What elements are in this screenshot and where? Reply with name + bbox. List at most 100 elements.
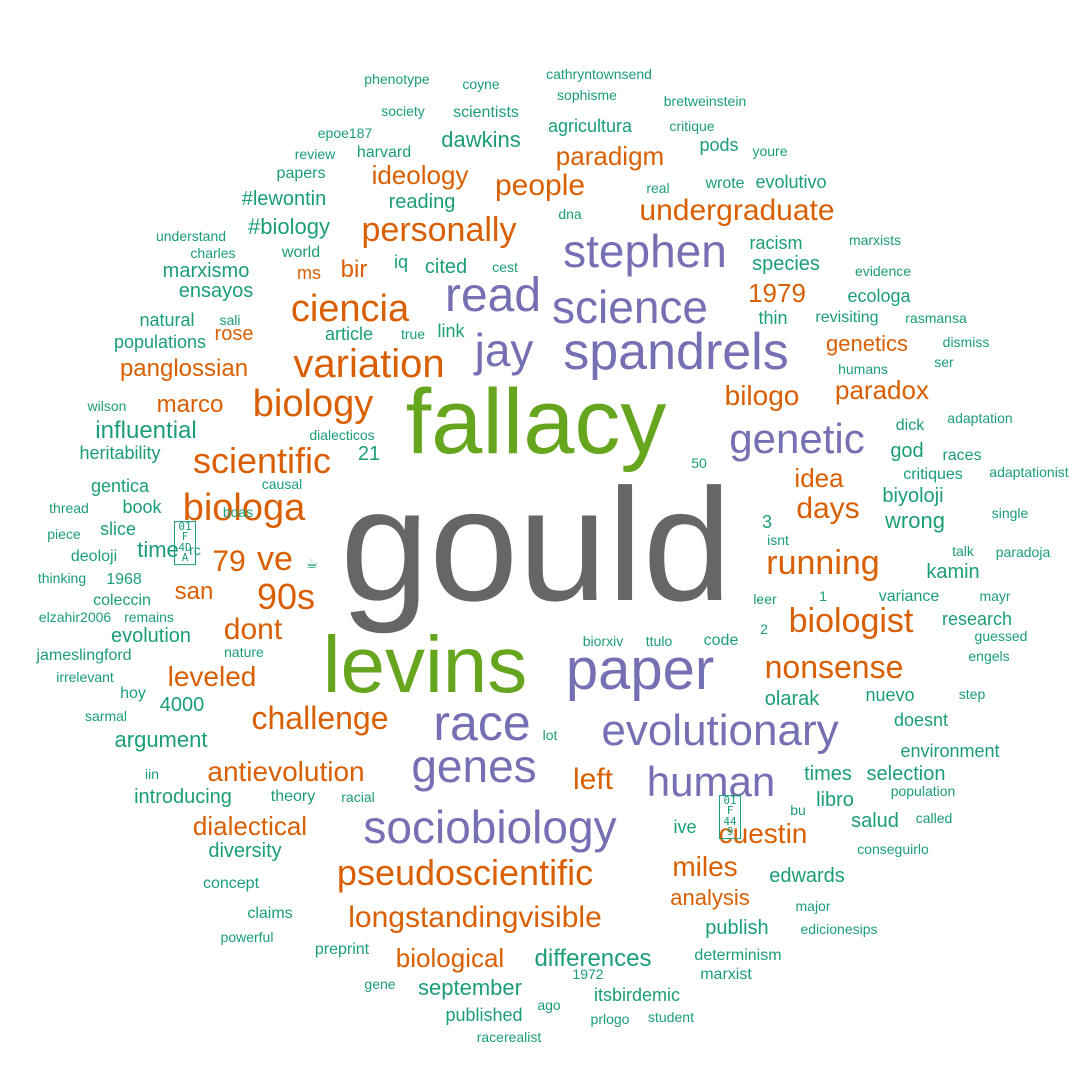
word-2: 2 [760, 621, 768, 637]
word-analysis: analysis [670, 885, 750, 910]
word-sarmal: sarmal [84, 708, 128, 724]
word-01f-449: 01F 449 [719, 795, 741, 839]
word-genetic: genetic [729, 415, 865, 462]
word-undergraduate: undergraduate [639, 194, 835, 227]
word-heritability: heritability [79, 443, 161, 463]
word-cited: cited [424, 256, 468, 278]
word-races: races [942, 447, 982, 464]
word-rasmansa: rasmansa [905, 310, 967, 326]
word-adaptation: adaptation [947, 410, 1013, 426]
word-racism: racism [749, 233, 803, 253]
word-running: running [766, 544, 880, 582]
word-concept: concept [202, 875, 260, 892]
word-step: step [958, 686, 986, 702]
word-talk: talk [952, 543, 974, 559]
word-marxist: marxist [700, 966, 752, 983]
word-agricultura: agricultura [547, 116, 633, 136]
word-bir: bir [340, 256, 368, 283]
word-ms: ms [297, 263, 321, 283]
word-1979: 1979 [748, 278, 806, 308]
word-irrelevant: irrelevant [56, 669, 114, 685]
word-edicionesips: edicionesips [800, 921, 878, 937]
word-iq: iq [393, 252, 409, 272]
word-itsbirdemic: itsbirdemic [593, 985, 681, 1005]
word-gould: gould [340, 455, 732, 634]
word-ecologa: ecologa [847, 286, 911, 306]
word-time: time [137, 537, 179, 562]
word-read: read [444, 269, 542, 322]
word-stephen: stephen [563, 225, 727, 277]
word-article: article [324, 324, 374, 344]
word-ttulo: ttulo [645, 633, 673, 649]
word-biology: biology [252, 383, 374, 425]
word-cuestin: cuestin [718, 818, 808, 849]
word-bu: bu [790, 802, 806, 818]
word-deoloji: deoloji [70, 548, 118, 565]
word-called: called [915, 810, 953, 826]
word-revisiting: revisiting [815, 309, 879, 326]
word-diversity: diversity [208, 840, 282, 862]
word-evolutionary: evolutionary [601, 706, 839, 755]
word-doesnt: doesnt [893, 710, 949, 730]
word-biologa: biologa [182, 487, 306, 529]
word-adaptationist: adaptationist [989, 464, 1069, 480]
word-publish: publish [705, 917, 769, 939]
word-edwards: edwards [769, 865, 845, 887]
word-argument: argument [114, 727, 208, 752]
word-papers: papers [276, 165, 326, 182]
word-biorxiv: biorxiv [582, 633, 624, 649]
word-bretweinstein: bretweinstein [663, 93, 747, 109]
word-dismiss: dismiss [942, 334, 990, 350]
word-god: god [890, 440, 924, 462]
word-differences: differences [534, 945, 652, 972]
word-marco: marco [156, 391, 224, 418]
word-spandrels: spandrels [563, 323, 789, 381]
word-natural: natural [139, 310, 195, 330]
word-understand: understand [155, 228, 227, 244]
word-sali: sali [219, 312, 241, 328]
word-kamin: kamin [926, 561, 980, 583]
word-slice: slice [99, 519, 137, 539]
word-pods: pods [699, 135, 739, 155]
word-olarak: olarak [764, 688, 820, 710]
word-1968: 1968 [106, 571, 142, 588]
word-environment: environment [900, 741, 1000, 761]
word-levins: levins [322, 620, 528, 709]
word-panglossian: panglossian [119, 355, 249, 382]
word-wilson: wilson [87, 398, 127, 414]
word-1972: 1972 [572, 966, 604, 982]
word-major: major [795, 898, 831, 914]
word-species: species [752, 253, 820, 275]
word-influential: influential [95, 417, 197, 444]
word-ive: ive [673, 817, 697, 837]
word-salud: salud [851, 810, 899, 832]
word-september: september [418, 975, 522, 1000]
word-real: real [646, 180, 670, 196]
word-wrong: wrong [885, 508, 945, 533]
word-variance: variance [878, 588, 940, 605]
word-miles: miles [672, 851, 738, 882]
word-engels: engels [968, 648, 1010, 664]
word-harvard: harvard [356, 144, 412, 161]
word-paradox: paradox [835, 375, 929, 405]
word-racerealist: racerealist [476, 1029, 542, 1045]
word-thinking: thinking [37, 570, 87, 586]
word-times: times [804, 763, 852, 785]
word-jay: jay [474, 324, 534, 376]
word-challenge: challenge [251, 700, 389, 736]
word-nuevo: nuevo [865, 685, 915, 705]
word-people: people [494, 169, 586, 202]
word-cathryntownsend: cathryntownsend [546, 66, 652, 82]
word-fallacy: fallacy [405, 371, 667, 473]
word-published: published [445, 1005, 523, 1025]
word-remains: remains [124, 609, 174, 625]
word-guessed: guessed [974, 628, 1028, 644]
word-marxists: marxists [848, 232, 902, 248]
word-evolution: evolution [110, 625, 192, 647]
word-society: society [381, 103, 425, 119]
word-cest: cest [492, 259, 518, 275]
word-variation: variation [293, 342, 445, 386]
word-1: 1 [819, 588, 827, 604]
word-causal: causal [261, 476, 303, 492]
